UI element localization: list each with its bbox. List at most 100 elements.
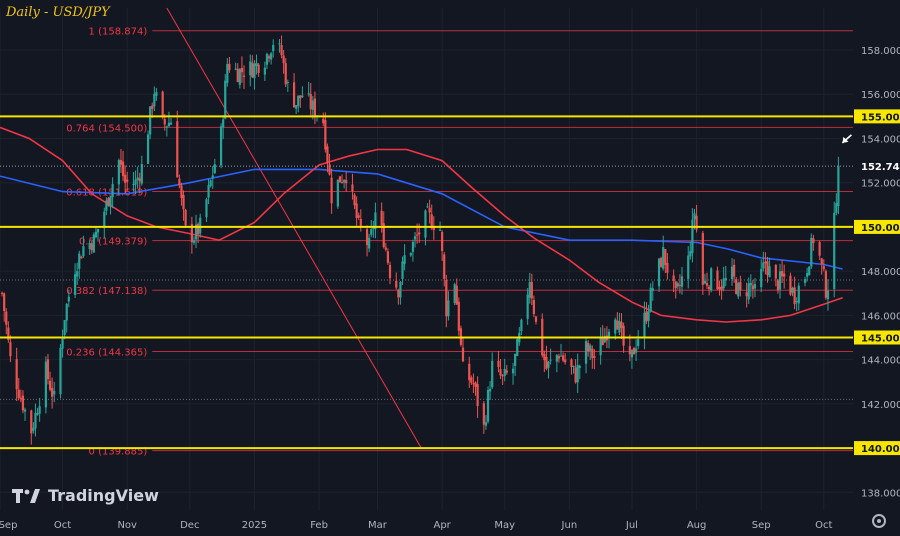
candle-body bbox=[660, 258, 663, 267]
candle-body bbox=[774, 264, 777, 279]
x-tick-label: Oct bbox=[815, 520, 832, 531]
candle-body bbox=[284, 63, 287, 85]
candle-body bbox=[238, 69, 241, 85]
candle-body bbox=[207, 185, 210, 198]
candle-body bbox=[336, 179, 339, 207]
candle-body bbox=[603, 336, 606, 343]
candle-body bbox=[549, 359, 552, 361]
candle-body bbox=[397, 289, 400, 298]
candle-body bbox=[607, 331, 611, 338]
candle-body bbox=[666, 262, 669, 273]
candle-body bbox=[447, 300, 450, 317]
candle-body bbox=[194, 224, 198, 240]
tradingview-brand[interactable]: TradingView bbox=[12, 486, 159, 505]
candle-body bbox=[499, 369, 502, 376]
candle-body bbox=[416, 234, 419, 236]
candle-body bbox=[134, 179, 137, 185]
candle-body bbox=[88, 242, 91, 250]
annotations bbox=[841, 134, 852, 144]
x-tick-label: Jul bbox=[625, 520, 638, 531]
candle-body bbox=[745, 292, 748, 297]
y-tick-label: 144.000 bbox=[861, 356, 900, 367]
candle-body bbox=[768, 266, 771, 278]
candle-body bbox=[762, 262, 765, 269]
candle-body bbox=[628, 346, 631, 355]
candle-body bbox=[835, 203, 838, 213]
candle-body bbox=[163, 119, 166, 125]
candle-body bbox=[674, 281, 677, 289]
candle-body bbox=[46, 359, 50, 380]
moving-average-slow bbox=[0, 126, 843, 323]
candle-body bbox=[718, 287, 721, 290]
y-axis[interactable]: 138.000 142.000 144.000 146.000 148.000 152.0… bbox=[853, 0, 900, 536]
candle-body bbox=[234, 68, 237, 70]
candle-body bbox=[806, 273, 809, 277]
candle-body bbox=[78, 253, 81, 269]
candle-body bbox=[672, 275, 675, 282]
fib-level-label: 0 (139.885) bbox=[89, 447, 148, 458]
candle-body bbox=[635, 348, 638, 353]
candle-body bbox=[468, 363, 471, 381]
candle-body bbox=[222, 119, 225, 128]
moving-averages bbox=[0, 126, 843, 323]
candle-body bbox=[401, 261, 404, 279]
candle-body bbox=[710, 268, 713, 291]
candle-body bbox=[662, 247, 665, 269]
candle-body bbox=[643, 312, 646, 338]
candle-body bbox=[424, 210, 427, 238]
candle-body bbox=[622, 325, 625, 346]
fibonacci-retracement: 1 (158.874)0.764 (154.500)0.618 (151.619… bbox=[66, 27, 853, 458]
candle-body bbox=[372, 227, 375, 229]
candle-body bbox=[810, 237, 813, 267]
candle-body bbox=[309, 94, 312, 110]
x-axis[interactable]: Sep Oct Nov Dec 2025 Feb Mar Apr May Jun Jul Aug Sep… bbox=[0, 510, 900, 536]
y-tick-label: 156.000 bbox=[861, 90, 900, 101]
candle-body bbox=[301, 95, 304, 97]
candle-body bbox=[589, 345, 592, 351]
candle-body bbox=[833, 212, 836, 289]
current-price-tag bbox=[854, 159, 900, 174]
candle-body bbox=[530, 281, 533, 299]
candle-body bbox=[34, 412, 37, 429]
x-tick-label: Apr bbox=[433, 520, 451, 531]
current-price-label: 152.748 bbox=[861, 162, 900, 173]
candle-body bbox=[547, 361, 550, 368]
candle-body bbox=[776, 280, 780, 291]
candle-body bbox=[213, 164, 216, 173]
candle-body bbox=[240, 67, 244, 73]
candle-body bbox=[117, 160, 120, 185]
key-level-label: 150.000 bbox=[861, 223, 900, 234]
candle-body bbox=[219, 126, 223, 166]
candle-body bbox=[96, 228, 100, 233]
candle-body bbox=[126, 179, 129, 182]
candle-body bbox=[161, 91, 164, 118]
candle-body bbox=[211, 175, 214, 178]
candle-body bbox=[820, 258, 823, 264]
x-axis-panel bbox=[0, 510, 900, 536]
candle-body bbox=[470, 377, 473, 383]
candle-body bbox=[676, 283, 679, 287]
candle-body bbox=[826, 290, 830, 300]
candle-body bbox=[368, 237, 371, 249]
candle-body bbox=[176, 121, 179, 178]
y-tick-label: 158.000 bbox=[861, 46, 900, 57]
candle-body bbox=[795, 300, 798, 302]
candle-body bbox=[151, 105, 154, 110]
candle-body bbox=[190, 223, 193, 242]
candle-body bbox=[733, 264, 736, 277]
candle-body bbox=[647, 311, 650, 321]
candle-body bbox=[3, 293, 6, 311]
y-tick-label: 146.000 bbox=[861, 311, 900, 322]
candle-body bbox=[808, 266, 811, 276]
candle-body bbox=[562, 355, 565, 361]
gear-icon[interactable] bbox=[872, 514, 886, 528]
candle-body bbox=[520, 319, 523, 332]
candle-body bbox=[747, 283, 750, 300]
candle-body bbox=[140, 164, 143, 184]
candle-body bbox=[67, 296, 70, 302]
candle-body bbox=[382, 223, 385, 248]
candle-body bbox=[461, 347, 465, 362]
candle-body bbox=[7, 327, 10, 340]
candle-body bbox=[812, 238, 815, 244]
key-level-tag bbox=[854, 441, 900, 456]
